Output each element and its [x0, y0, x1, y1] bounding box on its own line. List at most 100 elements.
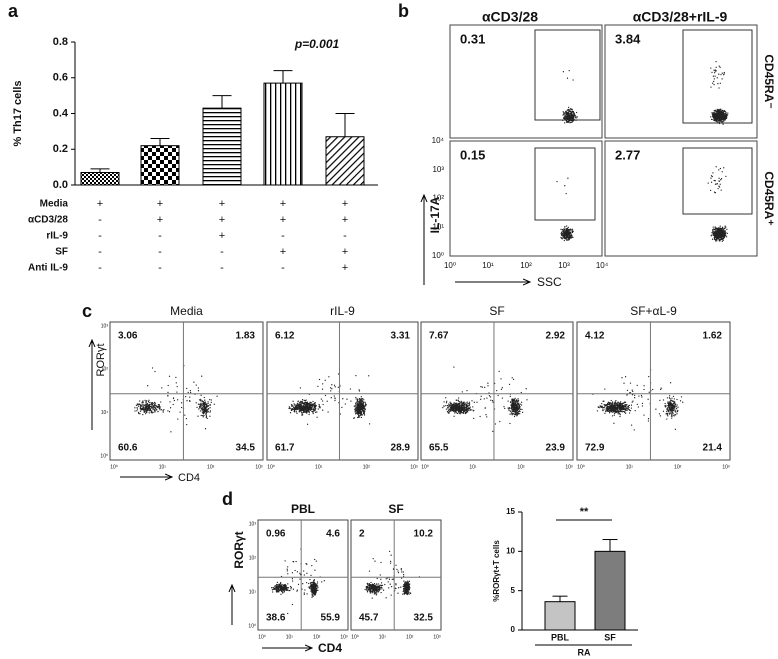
- event-cloud: [271, 581, 292, 595]
- event-cloud: [196, 398, 212, 420]
- y-tick-label: 15: [506, 507, 515, 516]
- condition-sign: +: [219, 230, 225, 242]
- event-cloud: [710, 60, 725, 89]
- x-tick-label: 10²: [517, 464, 525, 470]
- panel-label: c: [82, 301, 92, 321]
- x-tick-label: 10⁰: [110, 464, 118, 470]
- annotation: **: [580, 506, 589, 518]
- x-tick-label: 10⁰: [421, 464, 429, 470]
- quadrant-value: 0.96: [266, 529, 286, 540]
- plot-frame: [420, 321, 574, 461]
- row-label: CD45RA⁻: [762, 54, 776, 108]
- plot-title: SF: [489, 304, 504, 318]
- event-cloud: [308, 580, 319, 597]
- x-tick-label: 10²: [313, 634, 321, 640]
- condition-label: rIL-9: [46, 231, 68, 242]
- quadrant-value: 4.12: [585, 331, 605, 342]
- quadrant-value: 7.67: [429, 331, 449, 342]
- quadrant-value: 3.31: [391, 331, 411, 342]
- bar: [140, 145, 180, 186]
- quadrant-value: 45.7: [359, 613, 379, 624]
- quadrant-value: 65.5: [429, 443, 449, 454]
- condition-sign: +: [97, 198, 103, 210]
- condition-sign: -: [281, 230, 285, 242]
- condition-label: Anti IL-9: [28, 263, 68, 274]
- x-tick-label: 10¹: [315, 464, 323, 470]
- y-tick-label: 0.4: [53, 107, 69, 119]
- x-tick-label: 10³: [558, 261, 570, 270]
- bar: [80, 171, 120, 186]
- condition-sign: +: [280, 246, 286, 258]
- condition-sign: -: [220, 262, 224, 274]
- quadrant-value: 2: [359, 529, 365, 540]
- x-axis-label: CD4: [318, 641, 342, 655]
- condition-sign: -: [98, 230, 102, 242]
- quadrant-value: 1.62: [703, 331, 723, 342]
- event-cloud: [280, 548, 325, 615]
- x-tick-label: 10²: [207, 464, 215, 470]
- x-tick-label: 10³: [340, 634, 348, 640]
- x-tick-label: SF: [604, 632, 616, 642]
- condition-label: αCD3/28: [28, 215, 68, 226]
- condition-sign: -: [343, 230, 347, 242]
- panel-label: d: [222, 489, 233, 509]
- bar: [594, 550, 626, 631]
- gate: [534, 29, 601, 121]
- x-tick-label: 10⁰: [258, 634, 266, 640]
- bar: [325, 136, 365, 186]
- event-cloud: [560, 225, 574, 242]
- event-cloud: [562, 69, 574, 81]
- quadrant-value: 1.83: [236, 331, 256, 342]
- event-cloud: [442, 399, 475, 417]
- quadrant-value: 61.7: [275, 443, 295, 454]
- x-tick-label: 10¹: [482, 261, 494, 270]
- quadrant-value: 34.5: [236, 443, 256, 454]
- y-tick-label: 10¹: [432, 222, 444, 231]
- x-tick-label: 10³: [722, 464, 730, 470]
- quadrant-value: 10.2: [414, 529, 434, 540]
- x-tick-label: 10⁰: [267, 464, 275, 470]
- y-tick-label: 10⁰: [100, 453, 108, 459]
- panel-label: b: [398, 1, 409, 21]
- condition-sign: -: [158, 262, 162, 274]
- y-axis-label: %RORγt+T cells: [492, 540, 501, 602]
- condition-sign: -: [98, 214, 102, 226]
- plot-title: SF+αL-9: [630, 304, 677, 318]
- quadrant-value: 6.12: [275, 331, 295, 342]
- x-tick-label: 10¹: [469, 464, 477, 470]
- event-cloud: [562, 106, 578, 124]
- event-cloud: [596, 399, 633, 417]
- event-cloud: [710, 108, 729, 125]
- gate-value: 0.15: [460, 147, 485, 162]
- plot-frame: [350, 519, 442, 631]
- x-tick-label: 10⁰: [577, 464, 585, 470]
- column-header: αCD3/28+rIL-9: [633, 9, 728, 25]
- plot-frame: [266, 321, 419, 461]
- plot-title: SF: [388, 502, 403, 516]
- x-tick-label: 10¹: [379, 634, 387, 640]
- quadrant-value: 3.06: [118, 331, 138, 342]
- quadrant-value: 72.9: [585, 443, 605, 454]
- x-tick-label: 10²: [406, 634, 414, 640]
- condition-sign: +: [157, 214, 163, 226]
- y-tick-label: 10¹: [249, 589, 257, 595]
- panel-label: a: [8, 1, 19, 21]
- event-cloud: [710, 225, 728, 242]
- event-cloud: [556, 177, 569, 195]
- condition-sign: +: [342, 246, 348, 258]
- y-tick-label: 10: [506, 546, 515, 555]
- quadrant-value: 23.9: [546, 443, 566, 454]
- y-tick-label: 5: [511, 586, 516, 595]
- x-tick-label: 10⁴: [596, 261, 609, 270]
- plot-frame: [109, 321, 264, 461]
- y-tick-label: 10³: [249, 521, 257, 527]
- quadrant-value: 4.6: [326, 529, 340, 540]
- plot-title: rIL-9: [330, 304, 355, 318]
- condition-sign: +: [219, 198, 225, 210]
- y-axis-label: RORγt: [95, 344, 107, 377]
- plot-frame: [449, 140, 603, 257]
- quadrant-value: 38.6: [266, 613, 286, 624]
- condition-sign: +: [157, 198, 163, 210]
- x-tick-label: 10²: [363, 464, 371, 470]
